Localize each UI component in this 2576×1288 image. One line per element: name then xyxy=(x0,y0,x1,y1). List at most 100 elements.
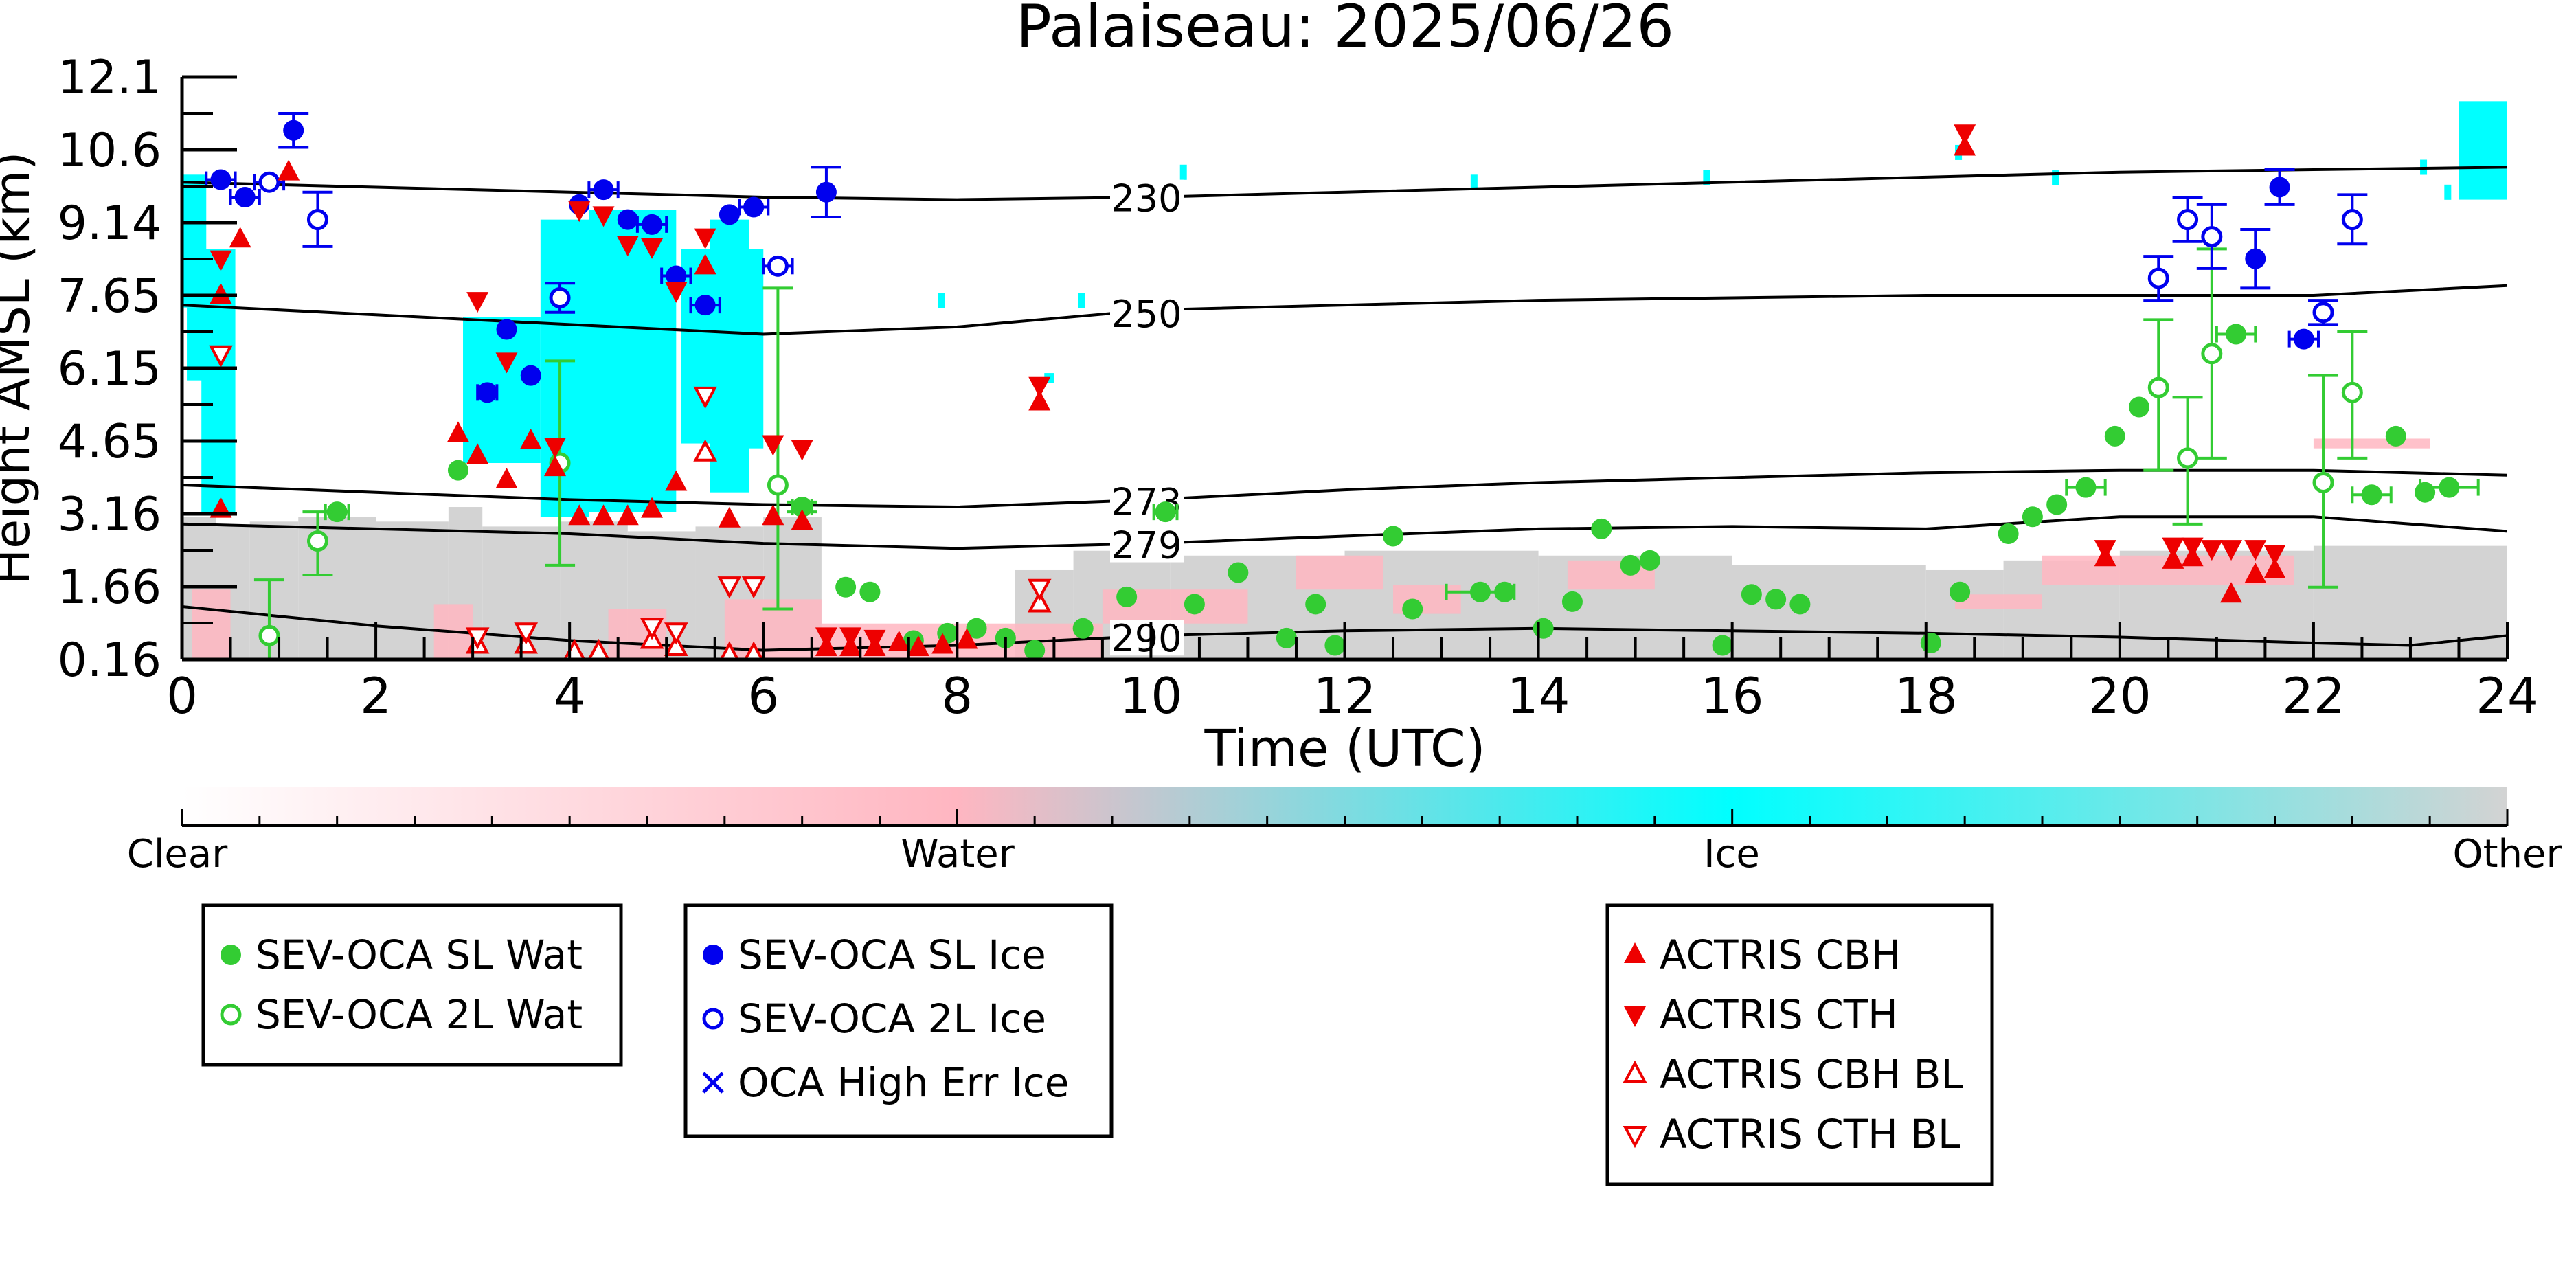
data-point xyxy=(2147,376,2169,398)
data-point xyxy=(1305,594,1326,615)
legend-label: SEV-OCA 2L Wat xyxy=(256,991,583,1038)
phase-ice-region xyxy=(710,219,749,493)
data-point xyxy=(2162,537,2184,558)
contour-label-250: 250 xyxy=(1111,293,1182,336)
data-point xyxy=(791,440,813,461)
phase-water-region xyxy=(192,589,231,659)
legend-frame xyxy=(1605,903,1994,1186)
data-point xyxy=(767,474,789,496)
phase-ice-speck xyxy=(1078,293,1085,308)
colorbar-label-ice: Ice xyxy=(1704,832,1760,877)
data-point xyxy=(283,120,304,141)
data-point xyxy=(1027,590,1052,613)
data-point xyxy=(2094,540,2116,561)
x-tick-label: 4 xyxy=(554,667,585,725)
data-point xyxy=(718,506,741,528)
data-point xyxy=(815,181,837,203)
data-point xyxy=(2385,425,2406,447)
data-point xyxy=(617,209,638,230)
data-point xyxy=(2263,557,2286,578)
data-point xyxy=(719,641,740,659)
data-point xyxy=(210,250,232,271)
legend-marker xyxy=(702,1072,724,1094)
data-point xyxy=(1533,618,1554,639)
x-tick-label: 6 xyxy=(747,667,779,725)
x-tick-label: 12 xyxy=(1313,667,1377,725)
x-axis-label: Time (UTC) xyxy=(1204,719,1485,778)
x-tick-label: 2 xyxy=(360,667,392,725)
data-point xyxy=(210,169,231,190)
data-point xyxy=(2312,302,2334,324)
series-actris-cbh-bl xyxy=(465,439,1052,659)
phase-ice-speck xyxy=(1470,174,1478,190)
data-point xyxy=(1741,584,1762,605)
data-point xyxy=(2415,482,2436,503)
contour-label-279: 279 xyxy=(1111,524,1182,567)
data-point xyxy=(466,443,489,464)
data-point xyxy=(278,159,300,181)
data-point xyxy=(1920,632,1941,653)
y-tick-label: 0.16 xyxy=(58,633,161,688)
legend-box-3: ACTRIS CBH ACTRIS CTH ACTRIS CBH BL ACTRIS … xyxy=(1605,903,1994,1186)
data-point xyxy=(544,455,567,477)
y-tick-label: 7.65 xyxy=(58,269,161,324)
data-point xyxy=(2177,209,2199,231)
data-point xyxy=(1324,635,1346,656)
axes: 0 2 4 6 8 10 12 14 16 18 20 22 24 0.161.663.164.656.… xyxy=(58,51,2539,725)
x-tick-label: 24 xyxy=(2476,667,2539,725)
data-point xyxy=(520,365,541,386)
data-point xyxy=(2263,545,2286,566)
phase-colorbar: Clear Water Ice Other xyxy=(127,787,2562,877)
legend-label: SEV-OCA 2L Ice xyxy=(738,995,1046,1042)
x-tick-label: 22 xyxy=(2282,667,2345,725)
data-point xyxy=(593,179,614,201)
y-ticks: 0.16 1.66 3.16 4.65 6.15 7.65 9.14 10.6 12.1 xyxy=(58,51,237,688)
data-point xyxy=(1402,598,1423,620)
data-point xyxy=(2341,381,2363,403)
legend-marker xyxy=(1623,1060,1647,1083)
data-point xyxy=(2312,471,2334,493)
data-point xyxy=(762,504,784,526)
contour-label-background xyxy=(1110,179,1184,216)
data-point xyxy=(767,255,789,277)
data-point xyxy=(907,635,929,657)
data-point xyxy=(664,622,688,645)
data-point xyxy=(1494,581,1515,602)
data-point xyxy=(693,386,717,409)
data-point xyxy=(665,470,688,491)
data-point xyxy=(888,630,910,651)
phase-water-region xyxy=(1296,555,1383,590)
phase-water-region xyxy=(2313,438,2430,449)
data-point xyxy=(495,352,518,374)
phase-ice-speck xyxy=(2444,184,2452,200)
data-point xyxy=(1276,627,1297,648)
data-point xyxy=(966,618,987,639)
x-tick-label: 8 xyxy=(941,667,973,725)
data-point xyxy=(743,196,765,218)
data-point xyxy=(1469,581,1491,602)
colorbar-label-other: Other xyxy=(2452,832,2562,877)
y-tick-label: 12.1 xyxy=(58,51,161,105)
data-point xyxy=(791,509,813,530)
data-point xyxy=(1184,594,1205,615)
data-point xyxy=(209,345,233,368)
data-point xyxy=(642,214,663,235)
data-point xyxy=(859,581,881,602)
data-point xyxy=(587,638,610,659)
data-point xyxy=(1954,135,1976,156)
data-point xyxy=(665,282,688,303)
data-point xyxy=(863,629,886,651)
data-point xyxy=(568,504,591,526)
data-point xyxy=(568,201,591,223)
contour-label-230: 230 xyxy=(1111,177,1182,221)
colorbar-label-clear: Clear xyxy=(127,832,228,877)
data-point xyxy=(839,627,862,648)
x-tick-label: 10 xyxy=(1120,667,1183,725)
contour-line-230 xyxy=(182,166,2507,201)
legends: SEV-OCA SL Wat SEV-OCA 2L Wat SEV-OCA SL I… xyxy=(201,903,1994,1186)
data-point xyxy=(1561,591,1583,612)
contour-line-250 xyxy=(182,284,2507,336)
series-sev-oca-2l-wat xyxy=(253,247,2368,659)
data-point xyxy=(743,641,764,659)
